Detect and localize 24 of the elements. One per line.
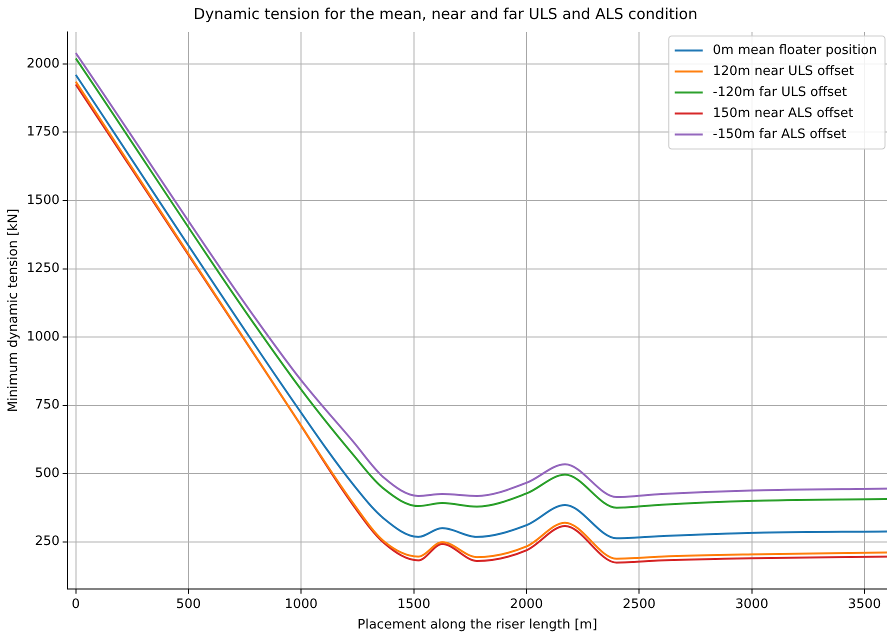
x-tick-label: 500 <box>176 596 201 612</box>
legend-label: 0m mean floater position <box>712 42 878 58</box>
x-tick-label: 3000 <box>735 596 768 612</box>
y-tick-label: 1750 <box>26 124 60 140</box>
x-tick-label: 2000 <box>510 596 544 612</box>
y-tick-label: 1250 <box>26 261 60 276</box>
x-tick-label: 3500 <box>848 596 882 612</box>
legend-label: 120m near ULS offset <box>712 64 854 79</box>
legend-label: -150m far ALS offset <box>712 126 846 142</box>
legend-label: 150m near ALS offset <box>712 106 854 121</box>
y-tick-label: 250 <box>34 534 60 550</box>
x-axis-title: Placement along the riser length [m] <box>357 618 598 633</box>
x-tick-label: 2500 <box>622 596 656 612</box>
y-tick-label: 2000 <box>26 56 60 72</box>
x-tick-label: 1000 <box>284 596 318 612</box>
y-tick-label: 1500 <box>26 192 60 208</box>
y-tick-label: 500 <box>34 466 60 481</box>
x-tick-label: 1500 <box>397 596 430 612</box>
chart-title: Dynamic tension for the mean, near and far ULS and ALS condition <box>194 4 698 23</box>
x-tick-label: 0 <box>72 596 80 612</box>
y-axis-title: Minimum dynamic tension [kN] <box>6 208 22 412</box>
y-tick-label: 1000 <box>26 329 60 344</box>
legend-label: -120m far ULS offset <box>712 84 848 100</box>
y-tick-label: 750 <box>34 398 60 413</box>
